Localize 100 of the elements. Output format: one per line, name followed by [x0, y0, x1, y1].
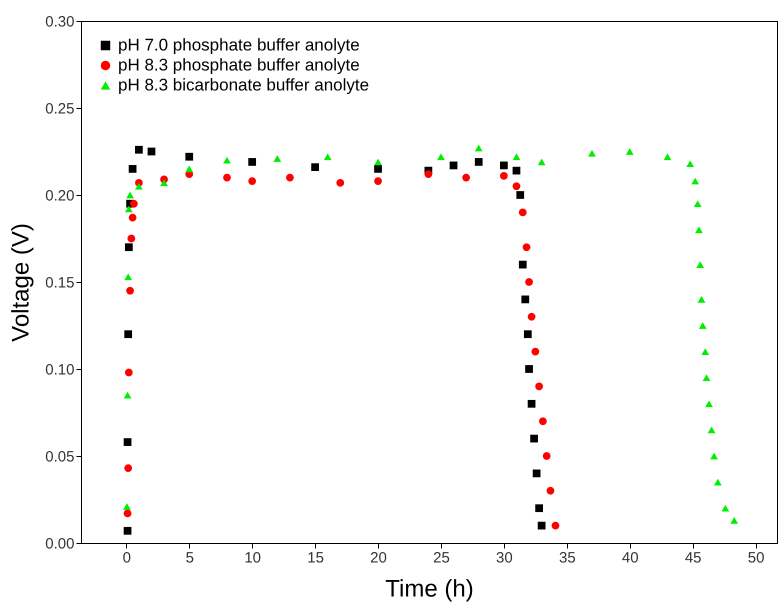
point: [702, 374, 710, 382]
point: [336, 178, 344, 187]
point: [512, 153, 520, 160]
point: [124, 206, 133, 212]
point: [124, 368, 133, 376]
point: [710, 452, 718, 460]
point: [696, 261, 704, 268]
point: [437, 153, 445, 160]
point: [474, 158, 483, 166]
point: [695, 226, 703, 234]
y-axis-title: Voltage (V): [7, 223, 34, 342]
point: [324, 153, 332, 160]
y-tick-label: 0.20: [45, 188, 74, 204]
point: [123, 503, 131, 510]
point: [124, 510, 132, 518]
point: [286, 174, 294, 182]
point: [546, 486, 554, 495]
point: [530, 434, 538, 442]
point: [128, 165, 136, 173]
y-tick-label: 0.10: [45, 362, 74, 378]
point: [374, 165, 382, 173]
point: [528, 312, 536, 321]
y-tick-label: 0.25: [45, 100, 74, 118]
x-tick-label: 30: [496, 550, 513, 566]
point: [500, 162, 508, 170]
x-tick-label: 10: [244, 550, 262, 566]
legend-label: pH 8.3 bicarbonate buffer anolyte: [118, 76, 370, 94]
point: [521, 296, 530, 304]
point: [694, 200, 702, 208]
y-tick-label: 0.00: [45, 536, 74, 552]
point: [588, 150, 596, 157]
point: [374, 158, 382, 166]
point: [552, 522, 560, 530]
point: [542, 452, 551, 460]
x-tick-label: 0: [122, 550, 131, 566]
legend-label: pH 7.0 phosphate buffer anolyte: [118, 36, 360, 54]
point: [248, 177, 256, 185]
point: [124, 273, 132, 280]
x-tick-label: 45: [684, 550, 702, 566]
point: [538, 158, 546, 166]
x-tick-label: 5: [186, 550, 194, 566]
point: [518, 260, 527, 268]
point: [185, 166, 194, 172]
point: [160, 179, 168, 186]
point: [512, 166, 520, 175]
point: [248, 158, 256, 166]
point: [701, 348, 710, 355]
point: [126, 286, 134, 295]
point: [512, 182, 520, 190]
point: [535, 382, 543, 390]
point: [705, 400, 713, 408]
point: [539, 417, 547, 426]
point: [538, 522, 546, 530]
point: [698, 296, 706, 303]
point: [691, 178, 700, 184]
y-tick-label: 0.30: [45, 14, 74, 30]
point: [127, 234, 136, 242]
x-tick-label: 20: [370, 550, 387, 566]
point: [626, 148, 634, 155]
point: [128, 214, 136, 222]
point: [124, 243, 133, 252]
point: [698, 322, 707, 329]
point: [722, 504, 730, 512]
legend-label: pH 8.3 phosphate buffer anolyte: [118, 56, 360, 74]
point: [424, 170, 432, 178]
point: [524, 330, 532, 338]
point: [462, 174, 470, 182]
point: [518, 208, 527, 216]
point: [135, 182, 143, 190]
point: [273, 155, 282, 162]
x-tick-label: 25: [433, 550, 450, 566]
point: [223, 174, 231, 182]
point: [708, 426, 716, 434]
point: [522, 243, 530, 252]
point: [374, 177, 382, 185]
point: [532, 470, 540, 478]
point: [130, 200, 138, 208]
point: [525, 365, 533, 373]
point: [500, 172, 508, 180]
point: [185, 152, 194, 161]
x-tick-label: 35: [558, 550, 576, 566]
point: [714, 478, 722, 486]
point: [124, 392, 132, 398]
point: [126, 192, 134, 198]
point: [664, 153, 672, 160]
point: [474, 144, 483, 152]
point: [730, 517, 738, 524]
point: [516, 191, 524, 199]
point: [135, 146, 143, 154]
point: [148, 148, 156, 156]
x-tick-label: 50: [748, 550, 764, 566]
point: [124, 464, 132, 472]
point: [450, 162, 458, 170]
point: [528, 400, 536, 408]
point: [124, 526, 132, 535]
x-axis-title: Time (h): [385, 576, 474, 602]
point: [525, 278, 533, 286]
x-tick-label: 15: [307, 550, 324, 566]
y-tick-label: 0.15: [45, 274, 74, 292]
point: [223, 156, 231, 164]
